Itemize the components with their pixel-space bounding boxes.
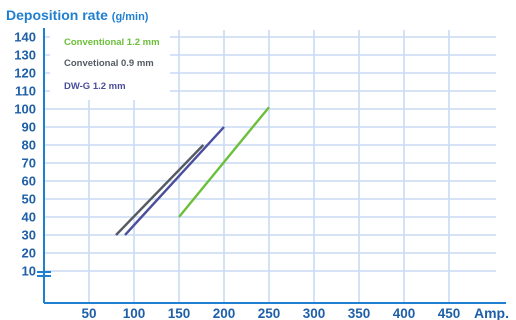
y-tick-label: 130 <box>14 48 36 63</box>
y-tick-label: 60 <box>22 174 36 189</box>
chart-title: Deposition rate (g/min) <box>6 7 149 23</box>
x-tick-label: 400 <box>393 306 416 320</box>
y-tick-label: 10 <box>22 264 36 279</box>
legend-background <box>50 30 170 100</box>
x-tick-label: 150 <box>168 306 191 320</box>
x-tick-label: 300 <box>303 306 326 320</box>
x-tick-label: 450 <box>438 306 461 320</box>
legend-entry: Convetional 0.9 mm <box>64 58 154 69</box>
grid <box>44 30 496 303</box>
x-tick-label: 100 <box>123 306 146 320</box>
y-tick-label: 140 <box>14 30 36 45</box>
chart-title-unit: (g/min) <box>112 11 149 23</box>
y-tick-label: 120 <box>14 66 36 81</box>
axes <box>37 28 506 304</box>
y-tick-label: 90 <box>22 120 36 135</box>
x-tick-label: 250 <box>258 306 281 320</box>
series-line <box>124 126 225 236</box>
series-line <box>115 144 205 236</box>
x-tick-label: 200 <box>213 306 236 320</box>
series-line <box>178 106 270 218</box>
legend-entry: Conventional 1.2 mm <box>64 37 160 48</box>
y-tick-label: 80 <box>22 138 36 153</box>
x-axis-label: Amp. <box>474 305 509 320</box>
series-group <box>115 106 270 236</box>
y-tick-label: 30 <box>22 228 36 243</box>
y-tick-label: 20 <box>22 246 36 261</box>
x-tick-label: 50 <box>81 306 96 320</box>
legend-box: Conventional 1.2 mm Convetional 0.9 mm DW-… <box>50 30 170 100</box>
legend-entry: DW-G 1.2 mm <box>64 81 126 92</box>
y-tick-label: 70 <box>22 156 36 171</box>
y-tick-label: 40 <box>22 210 36 225</box>
x-tick-label: 350 <box>348 306 371 320</box>
y-tick-label: 100 <box>14 102 36 117</box>
chart-title-text: Deposition rate <box>6 7 112 23</box>
y-tick-label: 50 <box>22 192 36 207</box>
y-tick-label: 110 <box>15 84 36 99</box>
